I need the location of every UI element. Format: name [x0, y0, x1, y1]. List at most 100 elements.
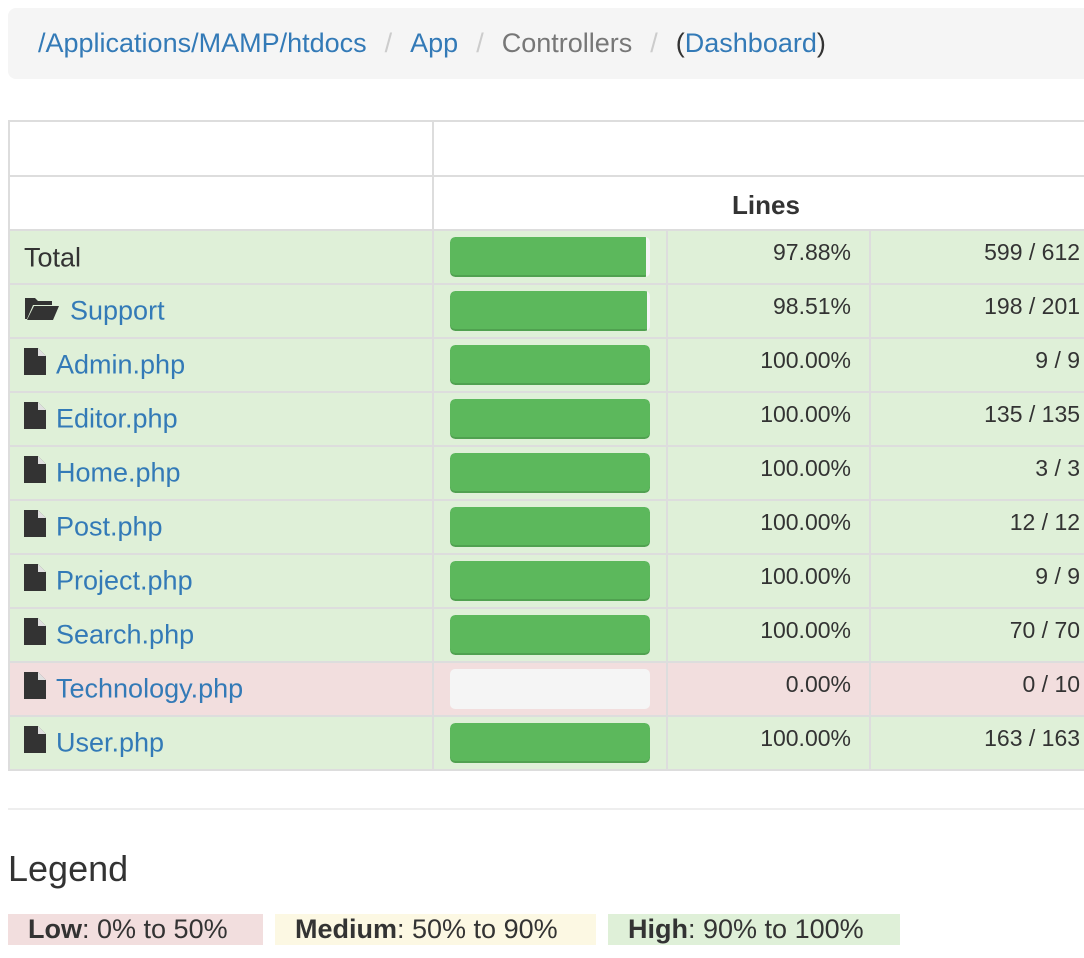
coverage-percent: 100.00%: [666, 337, 871, 393]
file-icon: [24, 510, 46, 544]
file-icon: [24, 564, 46, 598]
coverage-count: 135 / 135: [868, 391, 1084, 447]
coverage-percent: 100.00%: [666, 445, 871, 501]
coverage-bar-cell: [432, 283, 668, 339]
file-icon: [24, 348, 46, 382]
progress-bar-fill: [450, 291, 648, 331]
row-link[interactable]: Admin.php: [56, 349, 186, 380]
file-icon: [24, 456, 46, 490]
table-row: Support 98.51% 198 / 201: [8, 283, 1084, 339]
coverage-count: 163 / 163: [868, 715, 1084, 771]
table-row: Total 97.88% 599 / 612: [8, 229, 1084, 285]
header-empty-cell: [431, 120, 1084, 177]
progress-bar-fill: [450, 453, 650, 493]
divider: [8, 808, 1084, 810]
coverage-bar-cell: [432, 229, 668, 285]
name-cell: Total: [8, 229, 434, 285]
name-cell: Editor.php: [8, 391, 434, 447]
table-row: Editor.php 100.00% 135 / 135: [8, 391, 1084, 447]
legend: Low: 0% to 50% Medium: 50% to 90% High: …: [8, 914, 900, 945]
file-icon: [24, 618, 46, 652]
legend-medium-range: : 50% to 90%: [397, 914, 558, 944]
name-cell: User.php: [8, 715, 434, 771]
progress-bar-fill: [450, 723, 650, 763]
breadcrumb-root-link[interactable]: /Applications/MAMP/htdocs: [38, 28, 367, 58]
progress-bar-fill: [450, 507, 650, 547]
table-header-row-top: [8, 120, 1084, 177]
table-row: Technology.php 0.00% 0 / 10: [8, 661, 1084, 717]
file-icon: [24, 402, 46, 436]
legend-medium: Medium: 50% to 90%: [275, 914, 596, 945]
coverage-table: Lines Total 97.88% 599 / 612 Support 98.51% 1…: [8, 120, 1084, 771]
progress-bar-fill: [450, 615, 650, 655]
progress-bar: [450, 561, 650, 601]
name-cell: Project.php: [8, 553, 434, 609]
legend-high: High: 90% to 100%: [608, 914, 900, 945]
progress-bar: [450, 723, 650, 763]
coverage-percent: 98.51%: [666, 283, 871, 339]
breadcrumb-dashboard-link[interactable]: Dashboard: [684, 28, 817, 58]
breadcrumb-separator: /: [650, 28, 658, 58]
coverage-bar-cell: [432, 391, 668, 447]
progress-bar: [450, 237, 650, 277]
coverage-percent: 100.00%: [666, 499, 871, 555]
table-row: Post.php 100.00% 12 / 12: [8, 499, 1084, 555]
legend-high-label: High: [628, 914, 688, 944]
coverage-percent: 97.88%: [666, 229, 871, 285]
header-empty-cell: [8, 175, 434, 231]
row-link[interactable]: User.php: [56, 727, 165, 758]
coverage-count: 599 / 612: [868, 229, 1084, 285]
progress-bar: [450, 669, 650, 709]
lines-column-header: Lines: [431, 175, 1084, 231]
name-cell: Home.php: [8, 445, 434, 501]
table-row: Home.php 100.00% 3 / 3: [8, 445, 1084, 501]
progress-bar: [450, 615, 650, 655]
row-name: Total: [24, 242, 82, 273]
coverage-count: 12 / 12: [868, 499, 1084, 555]
row-link[interactable]: Editor.php: [56, 403, 178, 434]
table-row: User.php 100.00% 163 / 163: [8, 715, 1084, 771]
coverage-bar-cell: [432, 661, 668, 717]
progress-bar-fill: [450, 399, 650, 439]
table-row: Project.php 100.00% 9 / 9: [8, 553, 1084, 609]
progress-bar: [450, 345, 650, 385]
coverage-count: 9 / 9: [868, 553, 1084, 609]
name-cell: Search.php: [8, 607, 434, 663]
legend-title: Legend: [8, 848, 129, 889]
progress-bar: [450, 291, 650, 331]
coverage-bar-cell: [432, 499, 668, 555]
progress-bar-fill: [450, 561, 650, 601]
progress-bar-fill: [450, 237, 646, 277]
breadcrumb-paren-close: ): [816, 28, 826, 58]
name-cell: Technology.php: [8, 661, 434, 717]
legend-low-range: : 0% to 50%: [82, 914, 228, 944]
row-link[interactable]: Support: [70, 295, 165, 326]
coverage-bar-cell: [432, 553, 668, 609]
breadcrumb-separator: /: [476, 28, 484, 58]
name-cell: Support: [8, 283, 434, 339]
coverage-bar-cell: [432, 607, 668, 663]
coverage-percent: 100.00%: [666, 715, 871, 771]
progress-bar: [450, 399, 650, 439]
row-link[interactable]: Search.php: [56, 619, 195, 650]
row-link[interactable]: Project.php: [56, 565, 193, 596]
header-empty-cell: [8, 120, 434, 177]
coverage-percent: 100.00%: [666, 607, 871, 663]
coverage-percent: 100.00%: [666, 553, 871, 609]
name-cell: Admin.php: [8, 337, 434, 393]
row-link[interactable]: Post.php: [56, 511, 163, 542]
row-link[interactable]: Technology.php: [56, 673, 244, 704]
row-link[interactable]: Home.php: [56, 457, 181, 488]
breadcrumb-app-link[interactable]: App: [410, 28, 459, 58]
file-icon: [24, 672, 46, 706]
progress-bar: [450, 507, 650, 547]
breadcrumb: /Applications/MAMP/htdocs / App / Contro…: [8, 8, 1084, 79]
legend-medium-label: Medium: [295, 914, 398, 944]
folder-open-icon: [24, 295, 60, 328]
coverage-bar-cell: [432, 337, 668, 393]
legend-low-label: Low: [28, 914, 82, 944]
coverage-count: 9 / 9: [868, 337, 1084, 393]
breadcrumb-current: Controllers: [501, 28, 633, 58]
legend-low: Low: 0% to 50%: [8, 914, 263, 945]
